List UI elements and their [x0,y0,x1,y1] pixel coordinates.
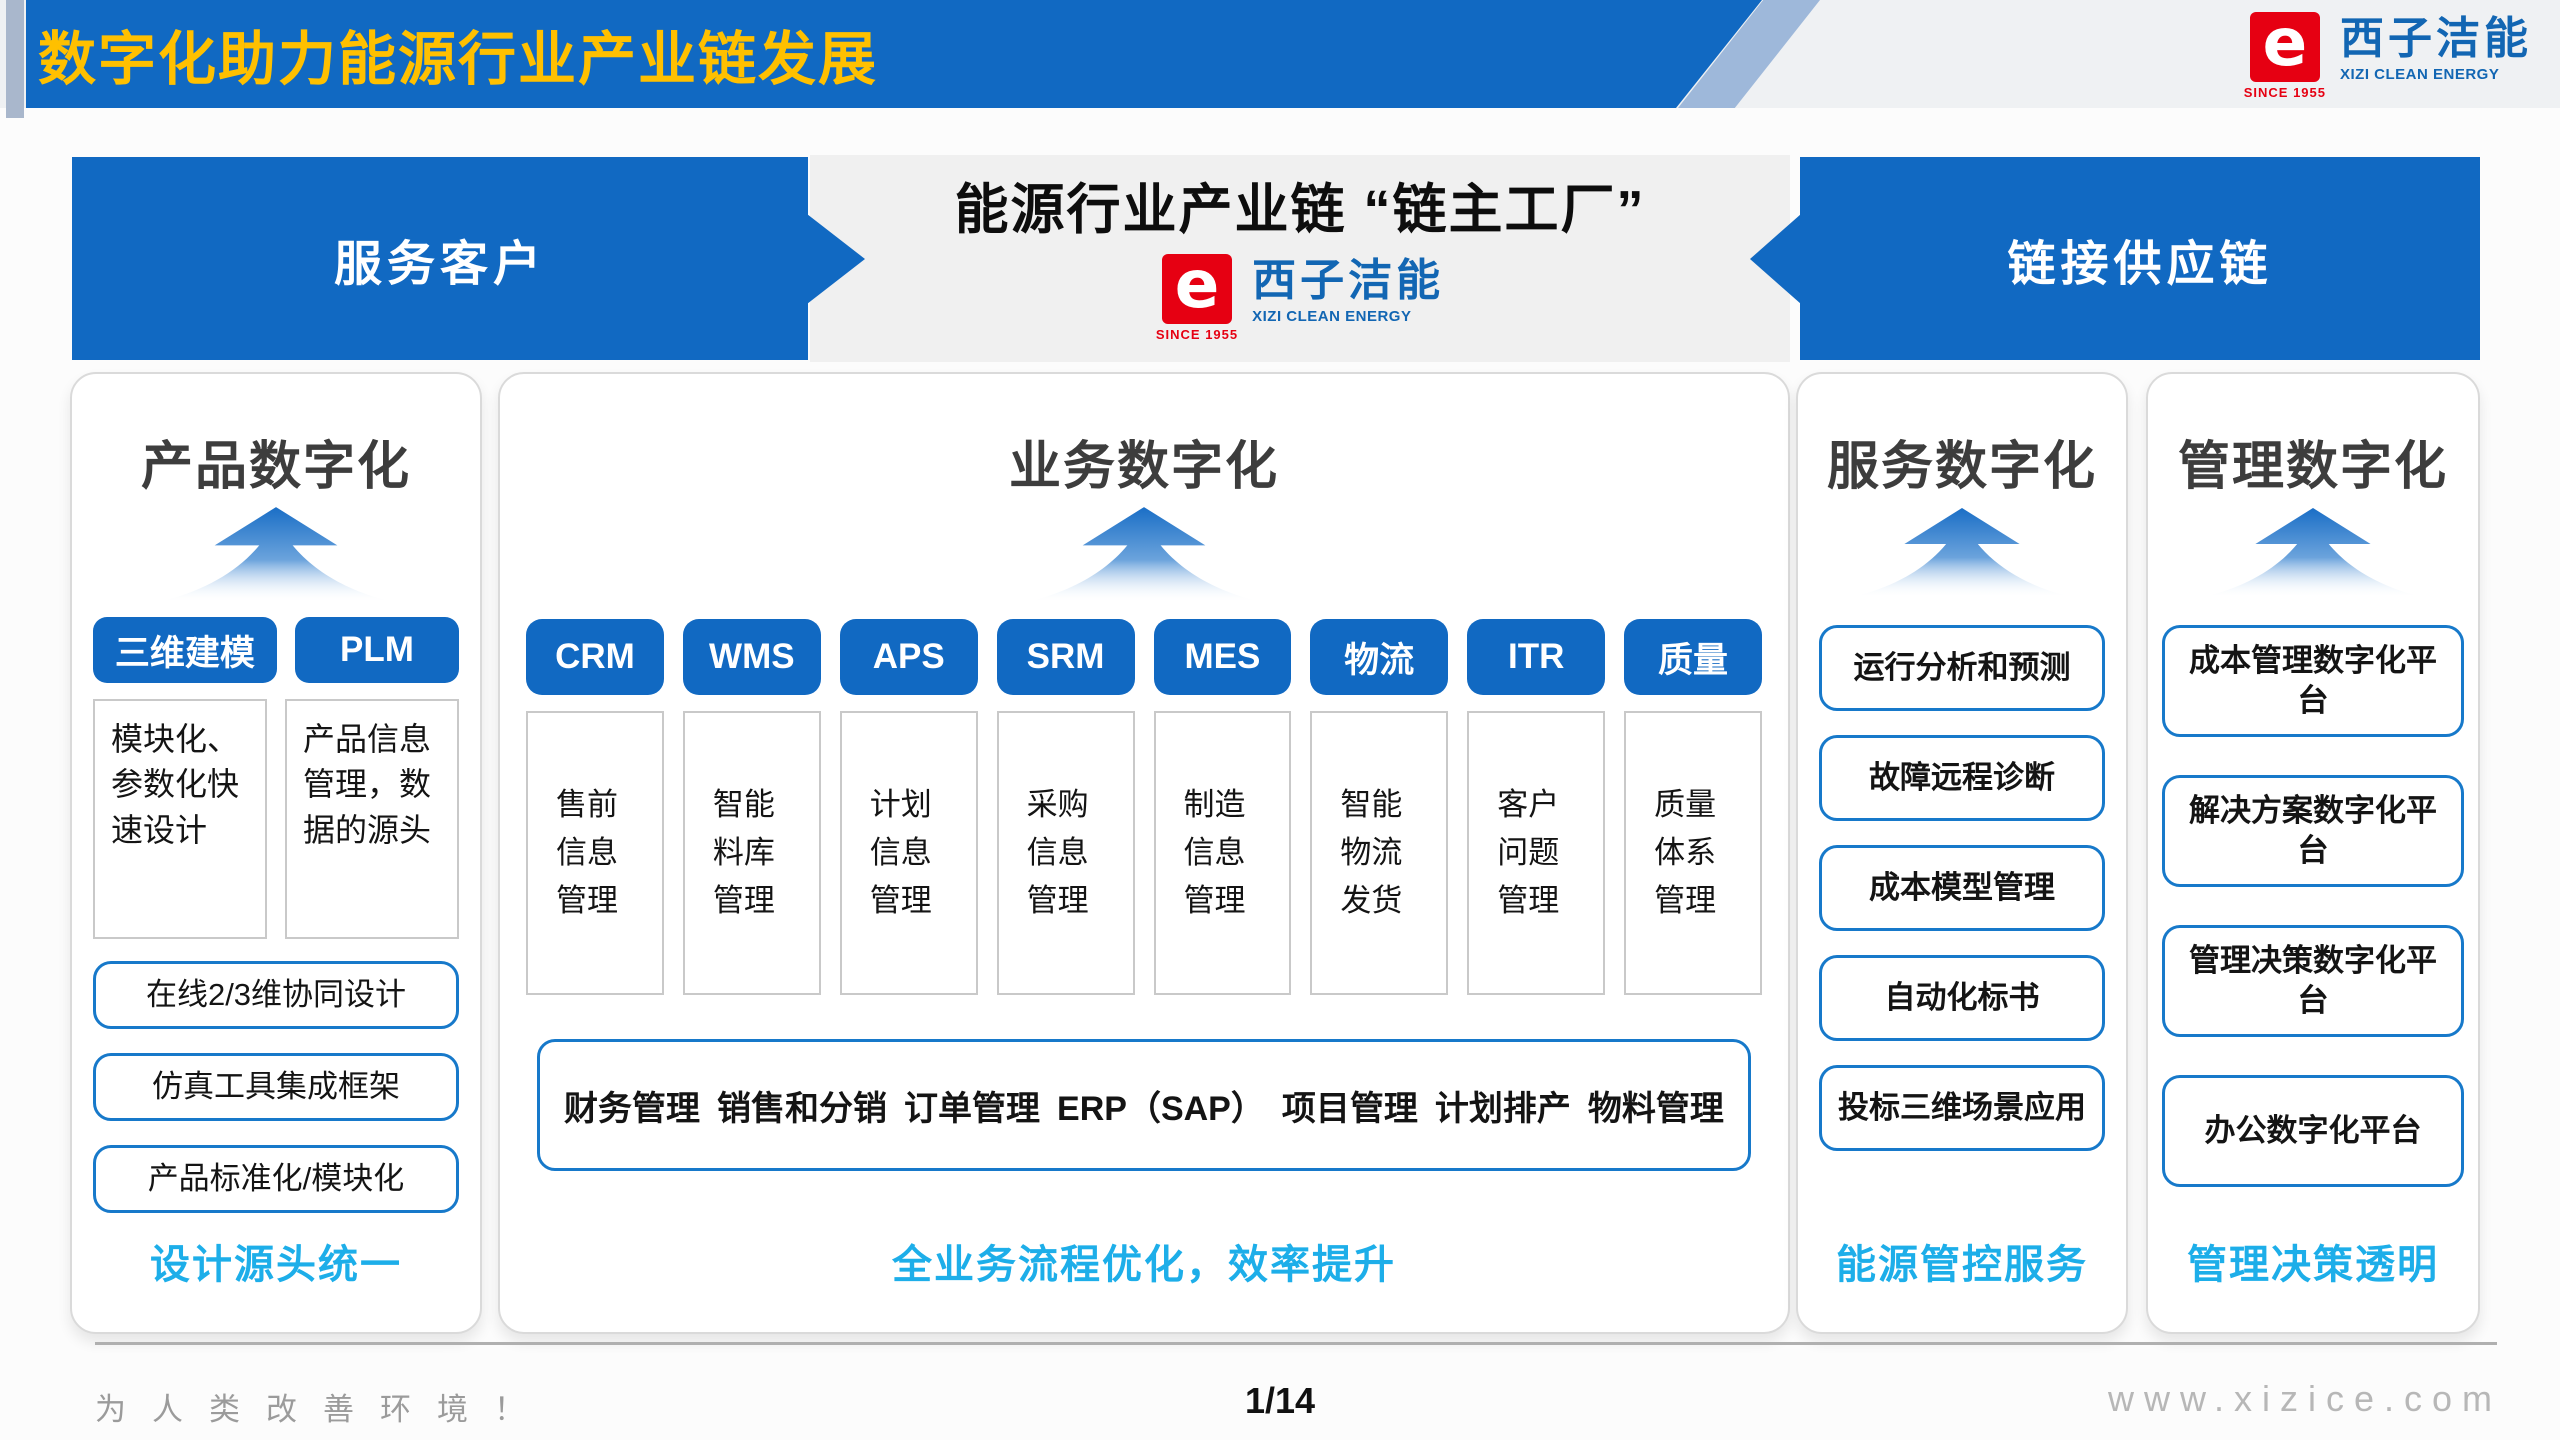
service-caption: 能源管控服务 [1836,1243,2088,1287]
note-logistics: 智能物流发货 [1310,711,1449,995]
logo-since-text: SINCE 1955 [1155,327,1239,342]
management-features: 成本管理数字化平台 解决方案数字化平台 管理决策数字化平台 办公数字化平台 [2162,625,2464,1187]
feature-solution-platform: 解决方案数字化平台 [2162,775,2464,887]
app-col-wms: WMS 智能料库管理 [682,619,821,995]
business-app-grid: CRM 售前信息管理 WMS 智能料库管理 APS 计划信息管理 SRM 采购信… [526,619,1762,995]
feature-operation-analysis: 运行分析和预测 [1819,625,2105,711]
service-digitalization-card: 服务数字化 运行分析和预测 故障远程诊断 成本模型管理 自动化标书 投标三维场景… [1796,372,2128,1334]
product-notes: 模块化、参数化快速设计 产品信息管理，数据的源头 [93,699,459,939]
note-aps: 计划信息管理 [839,711,978,995]
management-caption: 管理决策透明 [2187,1243,2439,1287]
header-left-accent [6,0,24,118]
erp-item-orders: 订单管理 [904,1089,1041,1128]
company-logo-center: e SINCE 1955 西子洁能 XIZI CLEAN ENERGY [1155,252,1445,343]
feature-simulation: 仿真工具集成框架 [93,1053,459,1121]
logo-e-icon: e [2249,10,2320,82]
logo-name-en: XIZI CLEAN ENERGY [1252,308,1412,326]
chain-master-title: 能源行业产业链 “链主工厂” [954,180,1646,240]
note-mes: 制造信息管理 [1153,711,1292,995]
business-digitalization-card: 业务数字化 CRM 售前信息管理 WMS 智能料库管理 APS 计划信息管理 S… [498,372,1790,1334]
app-col-logistics: 物流 智能物流发货 [1310,619,1449,995]
chip-itr: ITR [1467,619,1606,695]
header-bar: 数字化助力能源行业产业链发展 e SINCE 1955 西子洁能 XIZI CL… [0,0,2560,118]
serve-customers-label: 服务客户 [333,237,546,291]
footer-website: www.xizice.com [2107,1378,2502,1419]
app-col-srm: SRM 采购信息管理 [996,619,1135,995]
up-arrow-icon [1859,508,2065,596]
chain-master-panel: 能源行业产业链 “链主工厂” e SINCE 1955 西子洁能 XIZI CL… [810,155,1790,362]
feature-3d-bidding-scene: 投标三维场景应用 [1819,1065,2105,1151]
feature-decision-platform: 管理决策数字化平台 [2162,925,2464,1037]
feature-remote-diagnosis: 故障远程诊断 [1819,735,2105,821]
service-features: 运行分析和预测 故障远程诊断 成本模型管理 自动化标书 投标三维场景应用 [1819,625,2105,1151]
card-title-service: 服务数字化 [1826,438,2097,496]
up-arrow-icon [166,507,386,601]
note-wms: 智能料库管理 [682,711,821,995]
chip-crm: CRM [526,619,664,695]
feature-standardization: 产品标准化/模块化 [93,1145,459,1213]
erp-item-scheduling: 计划排产 [1434,1089,1571,1128]
app-col-quality: 质量 质量体系管理 [1624,619,1762,995]
card-title-product: 产品数字化 [140,438,411,496]
note-modular-design: 模块化、参数化快速设计 [93,699,267,939]
logo-text: 西子洁能 XIZI CLEAN ENERGY [2340,14,2532,84]
erp-item-materials: 物料管理 [1587,1089,1724,1128]
logo-text: 西子洁能 XIZI CLEAN ENERGY [1252,256,1445,326]
erp-item-sales: 销售和分销 [717,1089,888,1128]
chip-wms: WMS [682,619,821,695]
logo-name-en: XIZI CLEAN ENERGY [2340,66,2500,84]
note-crm: 售前信息管理 [526,711,664,995]
product-app-chips: 三维建模 PLM [93,617,459,683]
card-title-business: 业务数字化 [1008,438,1279,496]
serve-customers-block: 服务客户 [72,157,808,360]
slide-title: 数字化助力能源行业产业链发展 [38,27,879,92]
header-title-banner: 数字化助力能源行业产业链发展 [26,0,1762,108]
erp-item-finance: 财务管理 [564,1089,700,1128]
logo-since-text: SINCE 1955 [2243,85,2326,100]
feature-cost-platform: 成本管理数字化平台 [2162,625,2464,737]
card-title-management: 管理数字化 [2177,438,2448,496]
erp-modules-box: 财务管理 销售和分销 订单管理 ERP（SAP） 项目管理 计划排产 物料管理 [537,1039,1751,1171]
feature-office-platform: 办公数字化平台 [2162,1075,2464,1187]
app-col-crm: CRM 售前信息管理 [526,619,664,995]
footer-slogan: 为人类改善环境！ [95,1392,551,1427]
app-col-aps: APS 计划信息管理 [839,619,978,995]
business-caption: 全业务流程优化，效率提升 [892,1243,1396,1287]
up-arrow-icon [1034,507,1254,601]
app-col-itr: ITR 客户问题管理 [1467,619,1606,995]
company-logo: e SINCE 1955 西子洁能 XIZI CLEAN ENERGY [2243,10,2532,101]
feature-auto-bidding: 自动化标书 [1819,955,2105,1041]
logo-mark: e SINCE 1955 [1155,252,1239,343]
erp-item-projects: 项目管理 [1281,1089,1418,1128]
product-features: 在线2/3维协同设计 仿真工具集成框架 产品标准化/模块化 [93,961,459,1213]
chip-aps: APS [839,619,978,695]
page-number: 1/14 [1244,1380,1316,1421]
product-caption: 设计源头统一 [150,1243,402,1287]
erp-item-erp-sap: ERP（SAP） [1057,1089,1265,1128]
note-srm: 采购信息管理 [996,711,1135,995]
feature-online-design: 在线2/3维协同设计 [93,961,459,1029]
logo-mark: e SINCE 1955 [2243,10,2326,101]
footer-divider [95,1342,2497,1345]
chip-mes: MES [1153,619,1292,695]
product-digitalization-card: 产品数字化 三维建模 PLM 模块化、参数化快速设计 产品信息管理，数据的源头 … [70,372,482,1334]
link-supply-chain-block: 链接供应链 [1800,157,2480,360]
chip-quality: 质量 [1624,619,1762,695]
note-itr: 客户问题管理 [1467,711,1606,995]
logo-e-icon: e [1161,252,1232,324]
up-arrow-icon [2210,508,2416,596]
logo-name-cn: 西子洁能 [2340,14,2532,63]
feature-cost-model: 成本模型管理 [1819,845,2105,931]
chip-srm: SRM [996,619,1135,695]
chip-logistics: 物流 [1310,619,1449,695]
note-product-info: 产品信息管理，数据的源头 [285,699,459,939]
app-col-mes: MES 制造信息管理 [1153,619,1292,995]
note-quality: 质量体系管理 [1624,711,1762,995]
logo-name-cn: 西子洁能 [1252,256,1445,305]
management-digitalization-card: 管理数字化 成本管理数字化平台 解决方案数字化平台 管理决策数字化平台 办公数字… [2146,372,2480,1334]
chip-plm: PLM [294,617,459,683]
link-supply-chain-label: 链接供应链 [2007,237,2273,291]
chip-3d-modeling: 三维建模 [93,617,277,683]
